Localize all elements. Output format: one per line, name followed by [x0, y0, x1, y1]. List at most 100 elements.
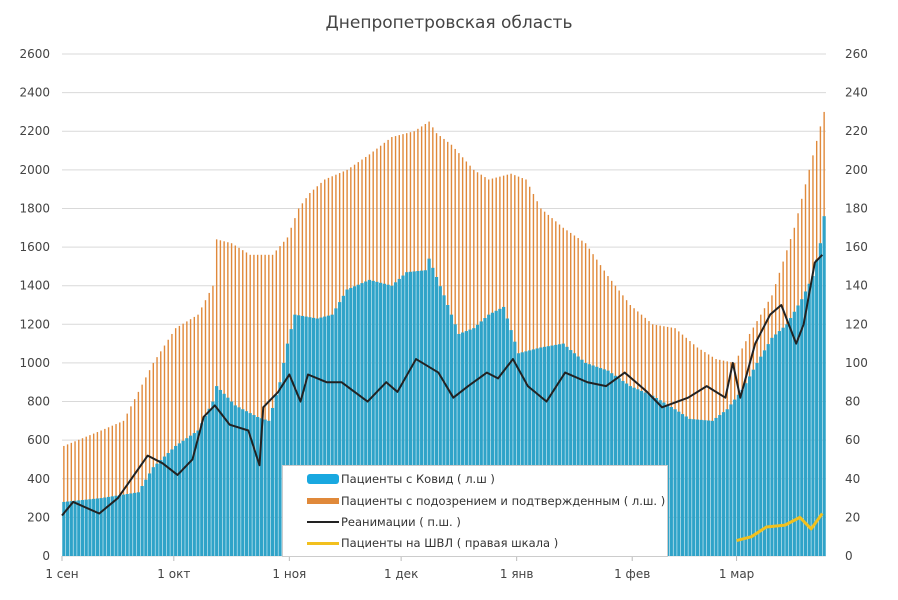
bar-covid	[695, 419, 700, 556]
bar-covid	[509, 330, 513, 556]
bar-covid	[65, 501, 70, 556]
bar-covid	[371, 280, 375, 556]
bar-covid	[427, 258, 431, 556]
bar-covid	[684, 416, 688, 556]
bar-covid	[502, 306, 506, 556]
bar-covid	[293, 314, 297, 556]
y-right-tick-label: 200	[845, 163, 868, 177]
bar-suspected	[145, 377, 147, 556]
bar-covid	[248, 413, 252, 556]
bar-covid	[807, 283, 811, 556]
y-right-tick-label: 100	[845, 356, 868, 370]
bar-suspected	[160, 351, 162, 556]
bar-covid	[334, 308, 338, 556]
bar-covid	[550, 345, 554, 556]
bar-covid	[147, 473, 152, 556]
bar-covid	[319, 317, 323, 556]
bar-covid	[561, 343, 565, 556]
bar-covid	[200, 423, 204, 556]
bar-covid	[513, 341, 517, 556]
bar-covid	[531, 349, 536, 556]
bar-covid	[524, 351, 528, 556]
bar-covid	[785, 324, 789, 556]
bar-covid	[535, 348, 539, 556]
bar-covid	[349, 287, 353, 556]
y-right-tick-label: 160	[845, 240, 868, 254]
bar-covid	[580, 359, 584, 556]
bar-covid	[375, 281, 379, 556]
chart-title: Днепропетровская область	[326, 13, 573, 33]
x-tick-label: 1 сен	[45, 567, 78, 581]
bar-suspected	[174, 328, 177, 556]
bar-covid	[595, 366, 599, 556]
bar-suspected	[89, 435, 91, 556]
y-left-tick-label: 400	[27, 472, 50, 486]
bar-covid	[788, 318, 793, 556]
bar-suspected	[141, 384, 143, 556]
bar-covid	[733, 399, 737, 556]
bar-suspected	[100, 430, 102, 556]
y-left-tick-label: 1400	[19, 279, 50, 293]
legend-item-covid: Пациенты с Ковид ( л.ш )	[307, 470, 495, 488]
bar-covid	[431, 267, 435, 556]
legend-item-ventilator: Пациенты на ШВЛ ( правая шкала )	[307, 534, 558, 552]
bar-covid	[215, 386, 219, 556]
y-left-tick-label: 1000	[19, 356, 50, 370]
bar-covid	[222, 393, 226, 556]
bar-covid	[669, 407, 673, 556]
bar-covid	[442, 295, 446, 556]
bar-covid	[554, 344, 558, 556]
bar-covid	[744, 383, 748, 556]
bar-suspected	[171, 333, 173, 556]
bar-covid	[244, 411, 249, 556]
bar-suspected	[234, 245, 236, 557]
bar-covid	[125, 494, 129, 556]
bar-covid	[382, 283, 386, 556]
legend-swatch	[307, 498, 339, 504]
bar-suspected	[256, 254, 259, 557]
line-ventilator	[736, 512, 824, 543]
bar-covid	[479, 321, 483, 556]
bar-covid	[602, 369, 606, 556]
bar-covid	[483, 318, 487, 556]
bar-covid	[356, 284, 360, 556]
bar-covid	[397, 278, 401, 556]
bar-covid	[759, 356, 763, 556]
bar-covid	[408, 271, 413, 556]
y-left-tick-label: 800	[27, 395, 50, 409]
bar-covid	[528, 350, 532, 556]
bar-covid	[192, 433, 196, 556]
y-left-tick-label: 2400	[19, 86, 50, 100]
bar-covid	[360, 283, 364, 556]
bar-suspected	[104, 428, 106, 556]
bar-covid	[505, 318, 509, 556]
bar-covid	[84, 499, 88, 556]
bar-covid	[572, 353, 577, 556]
legend-swatch	[307, 541, 339, 545]
bar-covid	[367, 279, 372, 556]
bar-covid	[688, 418, 692, 556]
bar-suspected	[81, 438, 84, 556]
legend-label: Пациенты с подозрением и подтвержденным …	[341, 494, 666, 508]
bar-covid	[438, 286, 442, 556]
y-left-tick-label: 200	[27, 510, 50, 524]
bar-covid	[256, 416, 260, 556]
bar-covid	[308, 317, 312, 556]
bar-covid	[159, 460, 163, 556]
bar-covid	[203, 416, 208, 556]
y-right-tick-label: 180	[845, 201, 868, 215]
bar-covid	[796, 305, 800, 556]
bar-suspected	[238, 247, 240, 556]
bar-covid	[457, 333, 461, 556]
bar-covid	[177, 443, 181, 556]
bar-suspected	[245, 252, 248, 556]
y-right-tick-label: 220	[845, 124, 868, 138]
bar-suspected	[70, 442, 73, 556]
bar-suspected	[115, 424, 117, 556]
bar-covid	[118, 495, 122, 556]
bar-covid	[774, 334, 778, 556]
bar-covid	[475, 324, 480, 556]
bar-suspected	[133, 399, 136, 556]
bar-covid	[673, 409, 677, 556]
